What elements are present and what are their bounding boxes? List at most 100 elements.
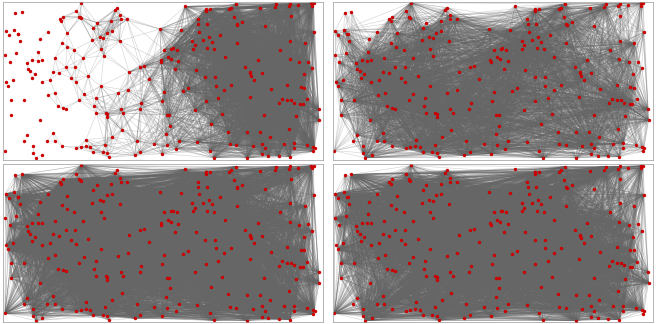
Point: [172, 47, 182, 52]
Point: [207, 39, 217, 44]
Point: [3, 247, 14, 252]
Point: [339, 10, 350, 15]
Point: [192, 139, 203, 145]
Point: [344, 38, 354, 43]
Point: [534, 7, 544, 12]
Point: [37, 152, 48, 157]
Point: [330, 191, 340, 196]
Point: [76, 163, 87, 168]
Point: [500, 309, 510, 314]
Point: [365, 281, 375, 286]
Point: [442, 91, 453, 96]
Point: [70, 242, 81, 247]
Point: [453, 70, 464, 75]
Point: [485, 223, 496, 228]
Point: [390, 269, 401, 274]
Point: [115, 176, 126, 181]
Point: [571, 130, 581, 135]
Point: [230, 1, 241, 6]
Point: [384, 17, 395, 22]
Point: [36, 58, 47, 63]
Point: [209, 46, 220, 52]
Point: [274, 101, 285, 106]
Point: [306, 3, 317, 8]
Point: [314, 107, 324, 112]
Point: [403, 98, 414, 103]
Point: [14, 201, 25, 206]
Point: [270, 168, 280, 173]
Point: [599, 168, 609, 173]
Point: [91, 273, 102, 279]
Point: [410, 144, 420, 149]
Point: [202, 209, 213, 214]
Point: [536, 202, 546, 207]
Point: [61, 269, 72, 274]
Point: [432, 151, 442, 156]
Point: [391, 207, 401, 212]
Point: [362, 58, 373, 63]
Point: [282, 82, 293, 87]
Point: [348, 260, 359, 266]
Point: [202, 46, 213, 51]
Point: [488, 252, 499, 257]
Point: [22, 295, 32, 300]
Point: [224, 142, 235, 147]
Point: [171, 309, 181, 314]
Point: [512, 85, 523, 90]
Point: [628, 248, 639, 253]
Point: [174, 138, 184, 144]
Point: [638, 1, 648, 6]
Point: [308, 1, 319, 6]
Point: [556, 245, 566, 250]
Point: [342, 31, 353, 37]
Point: [35, 281, 46, 286]
Point: [575, 236, 586, 241]
Point: [464, 227, 475, 233]
Point: [294, 222, 304, 227]
Point: [5, 60, 15, 65]
Point: [507, 251, 518, 256]
Point: [271, 1, 281, 6]
Point: [285, 177, 296, 182]
Point: [386, 181, 396, 186]
Point: [124, 70, 134, 75]
Point: [577, 144, 588, 149]
Point: [629, 204, 640, 209]
Point: [487, 261, 497, 266]
Point: [91, 183, 102, 188]
Point: [627, 264, 638, 270]
Point: [363, 212, 373, 217]
Point: [429, 142, 440, 147]
Point: [279, 141, 289, 146]
Point: [285, 1, 296, 6]
Point: [379, 301, 390, 306]
Point: [192, 17, 203, 22]
Point: [595, 249, 605, 254]
Point: [256, 71, 267, 76]
Point: [12, 194, 23, 199]
Point: [574, 232, 584, 237]
Point: [530, 7, 541, 12]
Point: [302, 305, 312, 310]
Point: [329, 215, 340, 221]
Point: [54, 17, 65, 22]
Point: [367, 152, 377, 157]
Point: [445, 269, 456, 274]
Point: [33, 58, 43, 63]
Point: [226, 168, 236, 173]
Point: [338, 77, 348, 83]
Point: [263, 153, 274, 158]
Point: [620, 276, 630, 281]
Point: [260, 308, 270, 314]
Point: [62, 207, 72, 212]
Point: [379, 218, 390, 223]
Point: [16, 9, 27, 14]
Point: [33, 212, 44, 217]
Point: [201, 169, 211, 175]
Point: [619, 100, 629, 105]
Point: [499, 66, 510, 72]
Point: [436, 181, 446, 186]
Point: [421, 183, 432, 188]
Point: [192, 179, 203, 184]
Point: [586, 314, 597, 319]
